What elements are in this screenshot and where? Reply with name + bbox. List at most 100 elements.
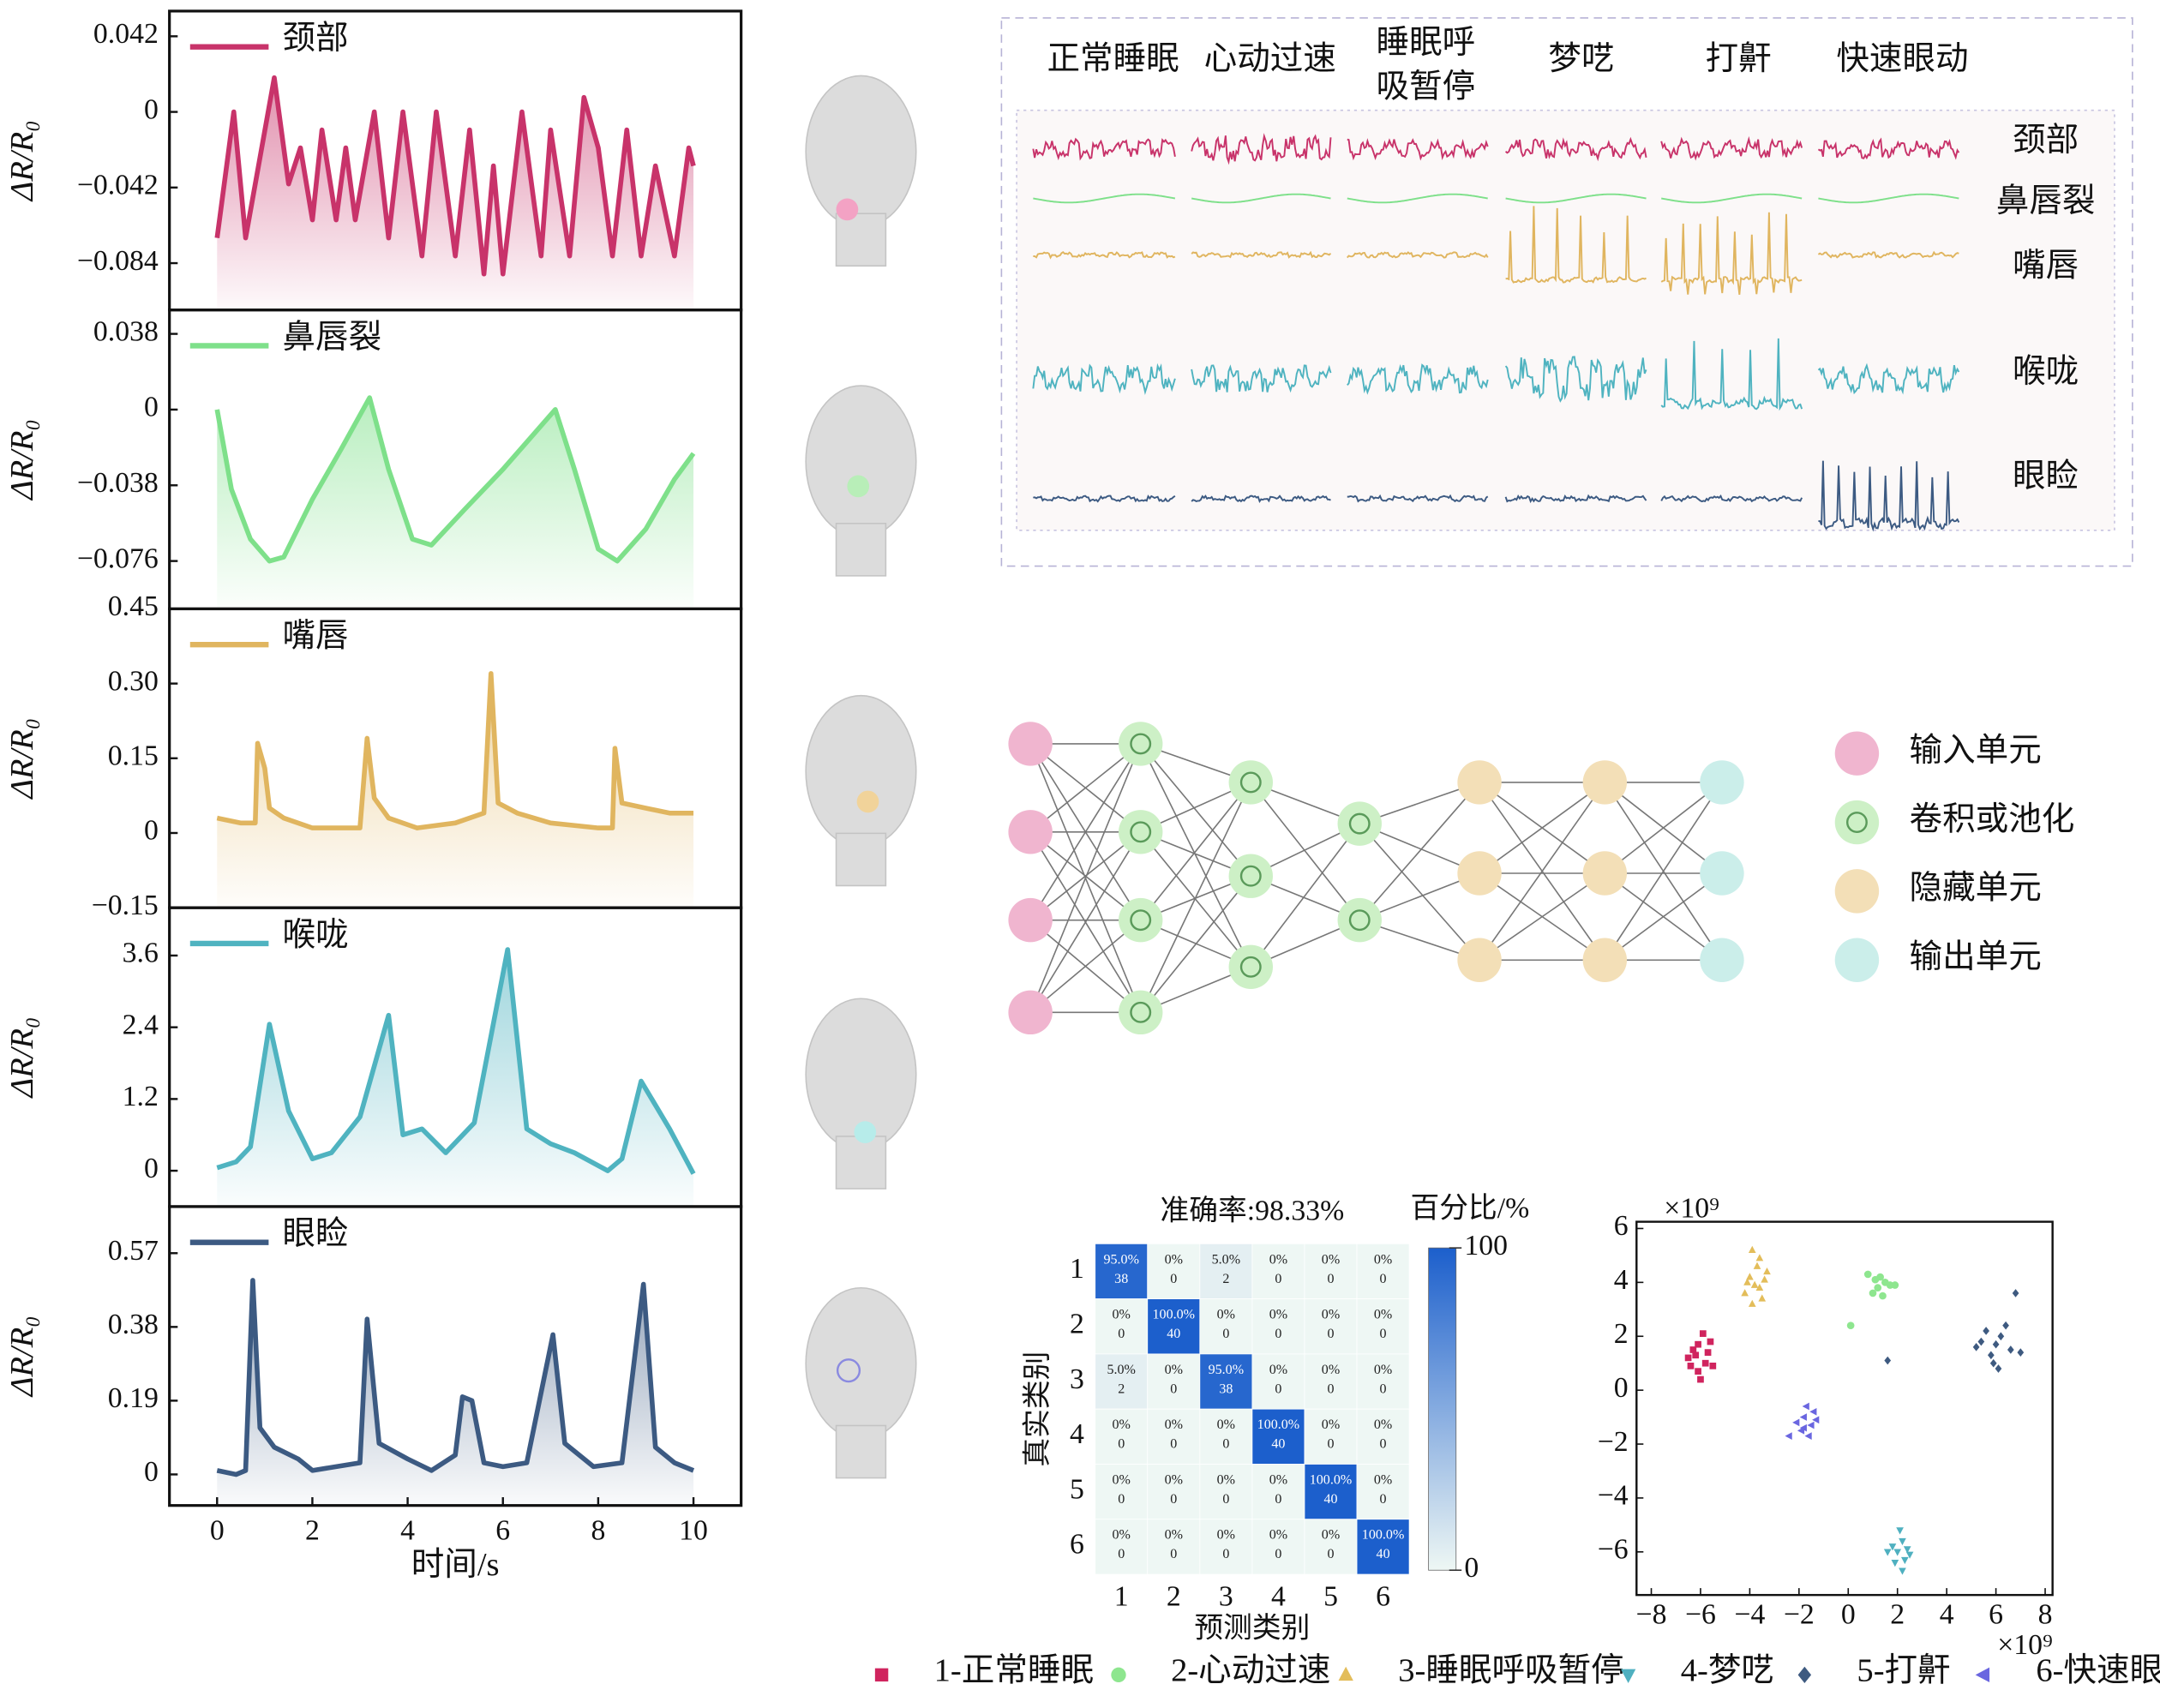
area: [217, 950, 694, 1206]
cell: [1356, 1464, 1410, 1520]
cell-percent: 0%: [1165, 1417, 1183, 1432]
node: [1228, 760, 1273, 805]
y-tick-label: 5: [1070, 1473, 1084, 1505]
cell-count: 0: [1327, 1381, 1334, 1396]
cell-count: 0: [1222, 1437, 1229, 1452]
cell-percent: 0%: [1165, 1472, 1183, 1487]
node: [1457, 851, 1502, 896]
waveform: [1661, 193, 1803, 204]
waveform: [1818, 193, 1959, 204]
y-tick-label: 0: [144, 392, 159, 423]
connection: [1140, 782, 1251, 921]
x-tick-label: 5: [1323, 1581, 1338, 1613]
point: [2017, 1348, 2025, 1357]
cell: [1147, 1243, 1201, 1300]
point: [1983, 1327, 1989, 1335]
x-tick-label: 2: [1890, 1599, 1905, 1631]
cell-percent: 0%: [1374, 1308, 1392, 1322]
connection: [1029, 831, 1142, 1013]
waveform: [1347, 193, 1488, 204]
cell-count: 0: [1380, 1327, 1387, 1341]
row-label: 鼻唇裂: [1996, 183, 2096, 219]
y-axis-label: ΔR/R₀: [4, 1017, 40, 1100]
y-tick-label: −2: [1598, 1426, 1629, 1458]
cell: [1199, 1298, 1253, 1355]
cell: [1304, 1519, 1358, 1575]
cell-percent: 0%: [1322, 1363, 1340, 1377]
connection: [1604, 872, 1723, 961]
legend-marker: [1797, 1666, 1812, 1683]
column-header: 梦呓: [1548, 41, 1614, 77]
point: [1755, 1254, 1764, 1262]
cell-count: 0: [1170, 1272, 1177, 1286]
cell-percent: 0%: [1269, 1308, 1287, 1322]
face: [805, 998, 917, 1190]
point: [1809, 1407, 1817, 1416]
cell-percent: 0%: [1113, 1308, 1131, 1322]
waveform: [1191, 193, 1331, 204]
cell: [1356, 1408, 1410, 1465]
y-tick-label: 0.38: [108, 1309, 159, 1340]
cell-count: 40: [1377, 1547, 1390, 1561]
cell-count: 0: [1380, 1272, 1387, 1286]
x-tick-label: 2: [1167, 1581, 1181, 1613]
node-ring: [1130, 733, 1152, 755]
waveform: [1191, 250, 1332, 259]
column-header: 正常睡眠: [1047, 41, 1179, 77]
cell-count: 0: [1170, 1547, 1177, 1561]
waveform: [1191, 364, 1332, 393]
row-label: 喉咙: [2013, 354, 2079, 390]
cell: [1356, 1353, 1410, 1410]
cell-percent: 0%: [1217, 1472, 1235, 1487]
cell-count: 0: [1275, 1327, 1281, 1341]
x-tick-label: 4: [400, 1515, 415, 1547]
point: [1900, 1556, 1909, 1565]
cell-percent: 0%: [1113, 1528, 1131, 1543]
cell-count: 0: [1275, 1272, 1281, 1286]
node: [1008, 990, 1053, 1035]
cell: [1199, 1464, 1253, 1520]
cell-percent: 100.0%: [1310, 1472, 1353, 1487]
point: [1763, 1267, 1771, 1275]
cell: [1251, 1243, 1305, 1300]
legend-marker: [874, 1668, 889, 1682]
row-label: 颈部: [2013, 122, 2079, 159]
cell-percent: 0%: [1374, 1363, 1392, 1377]
connection: [1604, 782, 1723, 874]
cell-percent: 5.0%: [1212, 1252, 1240, 1267]
node: [1582, 760, 1628, 805]
point: [1995, 1364, 2002, 1373]
x-tick-label: −4: [1734, 1599, 1765, 1631]
y-tick-label: 2: [1070, 1309, 1084, 1340]
point: [1989, 1358, 1997, 1368]
node: [1834, 731, 1880, 776]
connection: [1029, 743, 1142, 921]
cell: [1251, 1353, 1305, 1410]
face-illustrations: [805, 75, 917, 1479]
waveform: [1817, 137, 1960, 160]
connection: [1029, 743, 1142, 1013]
legend-label: 6-快速眼动: [2036, 1653, 2160, 1689]
point: [1748, 1299, 1756, 1307]
cell: [1095, 1353, 1149, 1410]
y-tick-label: 2.4: [123, 1009, 159, 1040]
sensor: [847, 475, 870, 498]
point: [1701, 1359, 1709, 1367]
cell: [1199, 1353, 1253, 1410]
waveform: [1347, 251, 1489, 259]
cell: [1147, 1464, 1201, 1520]
point: [1707, 1338, 1714, 1345]
point: [1755, 1283, 1764, 1291]
y-tick-label: 1: [1070, 1253, 1084, 1285]
waveform: [1660, 494, 1803, 503]
legend-label: 颈部: [282, 20, 348, 57]
node: [1834, 800, 1880, 845]
point: [1884, 1356, 1892, 1365]
cell-count: 0: [1118, 1327, 1125, 1341]
cell: [1251, 1464, 1305, 1520]
y-axis-label: ΔR/R₀: [4, 1315, 40, 1398]
y-tick-label: −0.15: [92, 890, 159, 921]
x-tick-label: 8: [2038, 1599, 2053, 1631]
connection: [1250, 823, 1360, 968]
